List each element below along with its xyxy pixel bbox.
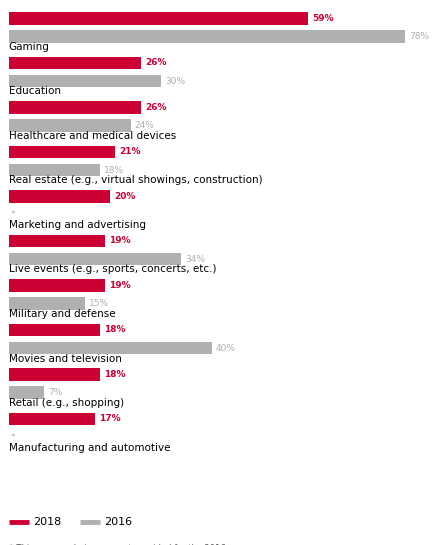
Bar bbox=[9, 386, 44, 399]
Text: 2016: 2016 bbox=[104, 517, 132, 527]
Bar bbox=[9, 119, 131, 132]
Text: *: * bbox=[11, 210, 16, 219]
Text: 19%: 19% bbox=[109, 237, 131, 245]
Text: *: * bbox=[11, 433, 16, 441]
Text: 26%: 26% bbox=[145, 103, 166, 112]
Text: Retail (e.g., shopping): Retail (e.g., shopping) bbox=[9, 398, 124, 408]
Bar bbox=[9, 279, 105, 292]
Bar bbox=[9, 146, 115, 158]
Text: 34%: 34% bbox=[185, 255, 205, 264]
Text: Healthcare and medical devices: Healthcare and medical devices bbox=[9, 131, 176, 141]
Text: 59%: 59% bbox=[312, 14, 334, 23]
Text: 19%: 19% bbox=[109, 281, 131, 290]
Text: 2018: 2018 bbox=[33, 517, 61, 527]
Text: Marketing and advertising: Marketing and advertising bbox=[9, 220, 146, 230]
Bar bbox=[9, 164, 100, 177]
Bar bbox=[9, 75, 161, 87]
Text: 30%: 30% bbox=[165, 77, 185, 86]
Text: Education: Education bbox=[9, 87, 61, 96]
Text: Manufacturing and automotive: Manufacturing and automotive bbox=[9, 443, 170, 452]
Text: * This answer choice was not provided for the 2016 survey: * This answer choice was not provided fo… bbox=[9, 544, 256, 545]
Text: Military and defense: Military and defense bbox=[9, 309, 115, 319]
Text: 18%: 18% bbox=[104, 370, 126, 379]
Bar bbox=[9, 31, 405, 43]
Text: 15%: 15% bbox=[89, 299, 109, 308]
Text: 21%: 21% bbox=[119, 147, 141, 156]
Bar bbox=[9, 57, 141, 69]
Text: 7%: 7% bbox=[48, 388, 62, 397]
Text: 18%: 18% bbox=[104, 166, 124, 174]
Text: 20%: 20% bbox=[115, 192, 136, 201]
Text: 26%: 26% bbox=[145, 58, 166, 68]
Text: 78%: 78% bbox=[409, 32, 429, 41]
Bar bbox=[9, 12, 309, 25]
Bar bbox=[9, 342, 212, 354]
Bar bbox=[9, 235, 105, 247]
Text: Gaming: Gaming bbox=[9, 42, 49, 52]
Text: Movies and television: Movies and television bbox=[9, 354, 122, 364]
Bar bbox=[9, 190, 110, 203]
Bar bbox=[9, 368, 100, 380]
Bar bbox=[9, 413, 95, 425]
Text: 24%: 24% bbox=[135, 121, 155, 130]
Text: Real estate (e.g., virtual showings, construction): Real estate (e.g., virtual showings, con… bbox=[9, 175, 262, 185]
Text: 18%: 18% bbox=[104, 325, 126, 335]
Bar bbox=[9, 101, 141, 113]
Text: Live events (e.g., sports, concerts, etc.): Live events (e.g., sports, concerts, etc… bbox=[9, 264, 216, 275]
Text: 17%: 17% bbox=[99, 414, 121, 423]
Text: 40%: 40% bbox=[216, 344, 236, 353]
Bar bbox=[9, 298, 85, 310]
Bar bbox=[9, 253, 181, 265]
Bar bbox=[9, 324, 100, 336]
